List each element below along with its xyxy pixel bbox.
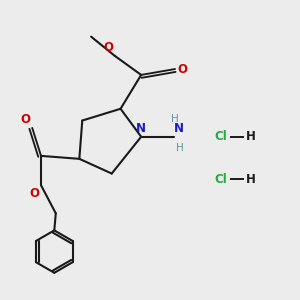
- Text: H: H: [171, 114, 178, 124]
- Text: N: N: [174, 122, 184, 135]
- Text: H: H: [176, 143, 184, 153]
- Text: O: O: [21, 113, 31, 126]
- Text: H: H: [246, 130, 256, 143]
- Text: Cl: Cl: [215, 130, 227, 143]
- Text: O: O: [30, 187, 40, 200]
- Text: Cl: Cl: [215, 173, 227, 186]
- Text: N: N: [136, 122, 146, 135]
- Text: O: O: [177, 62, 188, 76]
- Text: H: H: [246, 173, 256, 186]
- Text: O: O: [103, 41, 113, 54]
